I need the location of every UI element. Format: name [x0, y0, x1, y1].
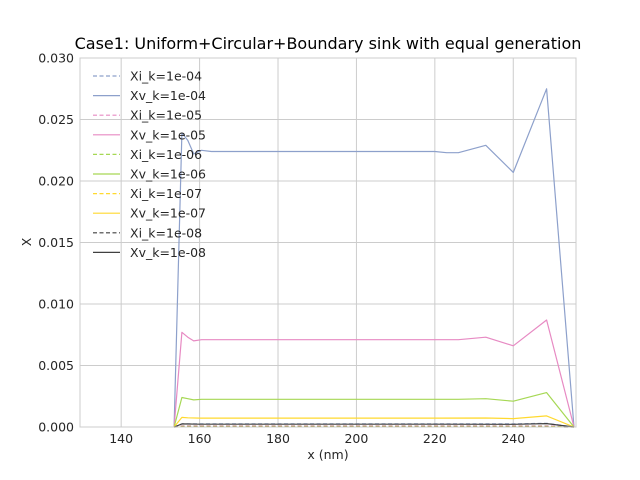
- x-tick-label: 140: [109, 431, 133, 446]
- legend-label: Xi_k=1e-05: [130, 108, 202, 123]
- x-tick-label: 240: [501, 431, 525, 446]
- y-tick-label: 0.005: [38, 358, 74, 373]
- x-axis-label: x (nm): [307, 447, 348, 462]
- legend-label: Xi_k=1e-07: [130, 186, 202, 201]
- chart-title: Case1: Uniform+Circular+Boundary sink wi…: [75, 34, 582, 53]
- legend-label: Xv_k=1e-08: [130, 245, 206, 260]
- plot-frame: [79, 57, 577, 428]
- y-tick-label: 0.030: [38, 51, 74, 66]
- legend-label: Xi_k=1e-08: [130, 225, 202, 240]
- y-tick-label: 0.020: [38, 174, 74, 189]
- series-line: [173, 392, 575, 428]
- x-tick-label: 160: [188, 431, 212, 446]
- legend: Xi_k=1e-04 Xv_k=1e-04 Xi_k=1e-05 Xv_k=1e-05…: [93, 69, 206, 260]
- legend-label: Xv_k=1e-06: [130, 167, 206, 182]
- y-tick-label: 0.015: [38, 235, 74, 250]
- x-tick-label: 200: [344, 431, 368, 446]
- y-tick-label: 0.000: [38, 420, 74, 435]
- legend-label: Xi_k=1e-04: [130, 69, 202, 84]
- series-line: [173, 423, 575, 428]
- tick-labels: 140 160 180 200 220 240 0.000 0.005 0.010 0.015 0.…: [38, 51, 525, 447]
- y-tick-label: 0.010: [38, 297, 74, 312]
- x-tick-label: 180: [266, 431, 290, 446]
- legend-label: Xi_k=1e-06: [130, 147, 202, 162]
- series-line: [173, 319, 575, 428]
- series-line: [173, 88, 575, 428]
- y-tick-label: 0.025: [38, 112, 74, 127]
- legend-label: Xv_k=1e-07: [130, 206, 206, 221]
- x-tick-label: 220: [423, 431, 447, 446]
- legend-label: Xv_k=1e-05: [130, 127, 206, 142]
- y-axis-label: X: [19, 237, 34, 246]
- series-line: [173, 415, 575, 428]
- legend-label: Xv_k=1e-04: [130, 88, 206, 103]
